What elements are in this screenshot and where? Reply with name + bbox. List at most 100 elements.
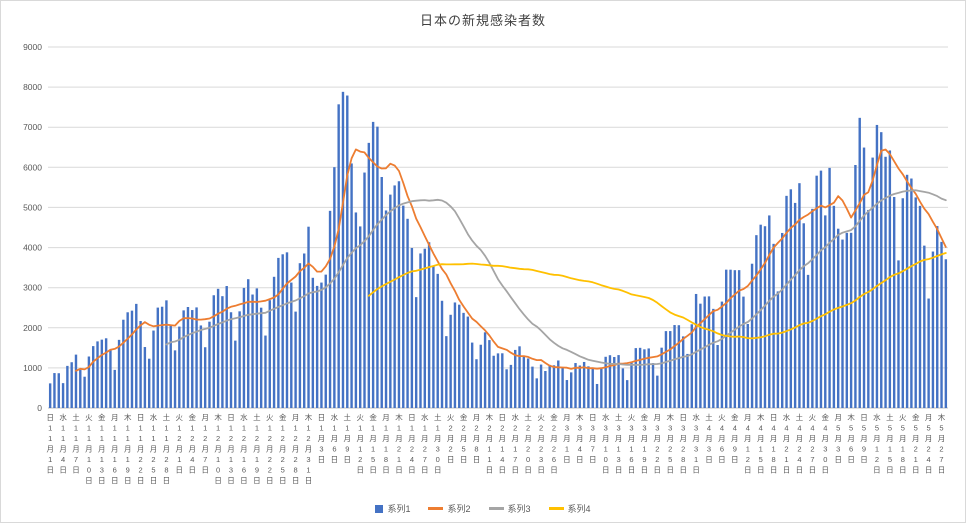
bar <box>173 350 177 408</box>
bar <box>109 350 112 408</box>
bar <box>608 355 612 408</box>
legend-item-series4: 系列4 <box>548 502 591 515</box>
bar <box>221 296 224 408</box>
bar <box>389 194 392 408</box>
bar <box>208 321 211 408</box>
bar <box>100 339 104 408</box>
bar <box>651 363 655 408</box>
bar <box>281 254 284 408</box>
bar <box>247 279 250 408</box>
bar <box>819 170 823 408</box>
y-axis-label: 6000 <box>23 162 42 172</box>
bar <box>880 132 883 408</box>
bar <box>432 266 435 408</box>
bar <box>871 157 874 408</box>
bar <box>927 298 930 408</box>
bar <box>501 353 504 408</box>
bar <box>307 226 310 408</box>
y-axis-label: 3000 <box>23 283 42 293</box>
gridlines <box>48 46 948 409</box>
bar <box>79 369 82 408</box>
bar <box>393 185 396 408</box>
bar <box>277 257 280 408</box>
bar <box>311 277 315 408</box>
bar <box>182 310 185 408</box>
bar <box>371 121 375 408</box>
bar <box>410 247 414 408</box>
bar <box>492 355 495 408</box>
bar <box>789 189 793 408</box>
bar <box>367 142 371 408</box>
bar <box>57 373 60 408</box>
bar <box>328 210 332 408</box>
bar <box>884 156 887 408</box>
bar <box>186 307 190 408</box>
chart-plot-area: 0 1000 2000 3000 4000 5000 6000 7000 8000 9000 日 1 1… <box>23 42 948 485</box>
bar <box>354 212 358 408</box>
bar <box>578 365 582 408</box>
bar <box>61 383 65 408</box>
bar <box>458 304 461 408</box>
bar <box>535 378 538 408</box>
y-axis-label: 4000 <box>23 243 42 253</box>
bar <box>539 364 543 408</box>
bar <box>716 344 719 408</box>
bar <box>290 282 293 408</box>
bar <box>772 243 775 408</box>
bar <box>488 340 491 408</box>
bar <box>440 300 444 408</box>
bar <box>333 167 336 408</box>
line-series-4 <box>367 252 947 340</box>
bar <box>781 232 784 408</box>
bar <box>303 253 306 408</box>
bar <box>470 342 474 408</box>
bar <box>750 263 754 408</box>
bar <box>427 242 431 408</box>
bar <box>557 360 560 408</box>
bar <box>742 296 745 408</box>
bar <box>229 312 233 408</box>
y-axis-label: 7000 <box>23 122 42 132</box>
y-axis-label: 1000 <box>23 363 42 373</box>
bar <box>806 274 810 408</box>
bar <box>729 269 732 408</box>
bar <box>664 331 668 408</box>
bar <box>798 183 801 408</box>
bar <box>621 368 625 408</box>
bar <box>122 319 125 408</box>
bar <box>582 361 586 408</box>
bar <box>475 359 478 408</box>
bar <box>746 323 749 408</box>
bar <box>66 365 69 408</box>
legend-label-series2: 系列2 <box>447 504 471 514</box>
bar <box>143 347 147 408</box>
bar <box>544 371 547 408</box>
bar <box>83 376 86 408</box>
